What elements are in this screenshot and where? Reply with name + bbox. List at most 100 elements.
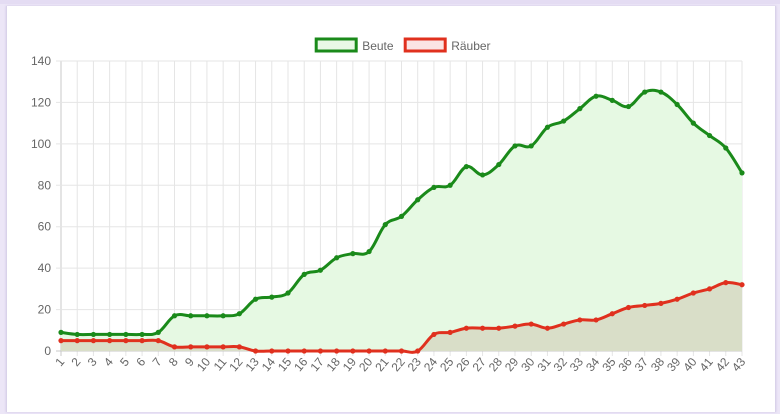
data-point-r-uber [204, 344, 210, 350]
data-point-r-uber [74, 338, 80, 344]
data-point-beute [123, 331, 129, 338]
series-area-r-uber [61, 282, 742, 353]
data-point-r-uber [107, 338, 113, 344]
data-point-beute [382, 222, 388, 228]
data-point-r-uber [58, 338, 64, 344]
data-point-r-uber [236, 344, 242, 350]
data-point-r-uber [479, 325, 486, 331]
x-tick-label: 7 [150, 355, 165, 369]
data-point-r-uber [642, 302, 648, 309]
data-point-r-uber [723, 280, 729, 286]
data-point-beute [350, 251, 356, 257]
data-point-beute [674, 101, 680, 108]
data-point-beute [431, 184, 437, 190]
data-point-r-uber [188, 344, 194, 350]
y-tick-label: 20 [38, 303, 52, 317]
data-point-r-uber [609, 311, 615, 317]
x-tick-label: 43 [729, 355, 749, 374]
data-point-r-uber [496, 325, 502, 331]
legend-swatch-beute [314, 37, 358, 53]
data-point-beute [544, 124, 551, 130]
y-tick-label: 0 [44, 344, 51, 358]
data-point-r-uber [317, 348, 324, 354]
data-point-beute [577, 106, 583, 112]
data-point-beute [593, 93, 599, 99]
data-point-r-uber [674, 296, 680, 302]
data-point-beute [236, 311, 242, 317]
data-point-beute [74, 331, 80, 338]
data-point-beute [317, 267, 324, 273]
data-point-r-uber [658, 300, 664, 306]
legend-swatch-r-uber [403, 37, 447, 53]
data-point-r-uber [285, 348, 291, 354]
data-point-beute [658, 89, 664, 95]
y-tick-label: 40 [38, 261, 52, 275]
legend-label-beute: Beute [362, 39, 394, 53]
series-area-beute [61, 90, 742, 352]
data-point-beute [528, 143, 534, 149]
data-point-r-uber [220, 344, 226, 350]
data-point-r-uber [398, 348, 405, 354]
y-tick-label: 60 [38, 220, 52, 234]
window-top-border [0, 0, 780, 4]
data-point-r-uber [155, 338, 161, 344]
data-point-r-uber [301, 348, 307, 354]
x-tick-label: 8 [166, 355, 181, 369]
data-point-beute [561, 118, 567, 124]
data-point-beute [58, 329, 64, 335]
y-tick-label: 140 [31, 54, 51, 68]
x-tick-label: 2 [68, 355, 83, 369]
data-point-beute [479, 172, 486, 178]
data-point-beute [739, 170, 745, 176]
series-points [58, 89, 745, 354]
data-point-beute [269, 294, 275, 300]
legend-label-r-uber: Räuber [451, 39, 490, 53]
data-point-r-uber [512, 323, 518, 329]
data-point-beute [285, 290, 291, 296]
x-axis: 1 2 3 4 5 6 7 8 91011121314151617181920212223242… [52, 355, 748, 374]
data-point-beute [398, 213, 405, 219]
data-point-r-uber [593, 317, 599, 323]
x-tick-label: 4 [101, 355, 116, 369]
y-tick-label: 120 [31, 95, 51, 109]
data-point-r-uber [139, 338, 145, 344]
legend: Beute Räuber [314, 37, 491, 53]
data-point-beute [139, 331, 145, 338]
data-point-r-uber [690, 290, 696, 296]
data-point-r-uber [625, 304, 632, 311]
data-point-beute [447, 182, 453, 188]
data-point-r-uber [123, 338, 129, 344]
data-point-r-uber [382, 348, 388, 354]
data-point-beute [252, 296, 259, 302]
data-point-beute [690, 120, 696, 126]
data-point-r-uber [269, 348, 275, 354]
series-areas [61, 90, 742, 353]
data-point-r-uber [577, 317, 583, 323]
data-point-r-uber [366, 348, 372, 354]
y-tick-label: 80 [38, 178, 52, 192]
data-point-beute [609, 97, 615, 103]
data-point-beute [366, 248, 372, 255]
data-point-beute [90, 331, 97, 338]
data-point-r-uber [431, 331, 437, 338]
data-point-beute [188, 313, 194, 319]
data-point-r-uber [706, 286, 713, 292]
data-point-beute [204, 313, 210, 319]
data-point-r-uber [415, 348, 421, 354]
x-tick-label: 1 [52, 355, 67, 369]
data-point-beute [706, 132, 713, 139]
data-point-beute [415, 197, 421, 203]
data-point-r-uber [739, 282, 745, 288]
data-point-beute [220, 313, 226, 319]
data-point-r-uber [463, 325, 469, 331]
data-point-r-uber [447, 329, 453, 335]
data-point-r-uber [252, 348, 259, 354]
x-tick-label: 6 [133, 355, 148, 369]
data-point-r-uber [544, 325, 551, 331]
data-point-r-uber [561, 321, 567, 327]
data-point-beute [334, 255, 340, 261]
x-tick-label: 3 [85, 355, 100, 369]
data-point-r-uber [90, 338, 97, 344]
data-point-r-uber [334, 348, 340, 354]
data-point-beute [642, 89, 648, 95]
